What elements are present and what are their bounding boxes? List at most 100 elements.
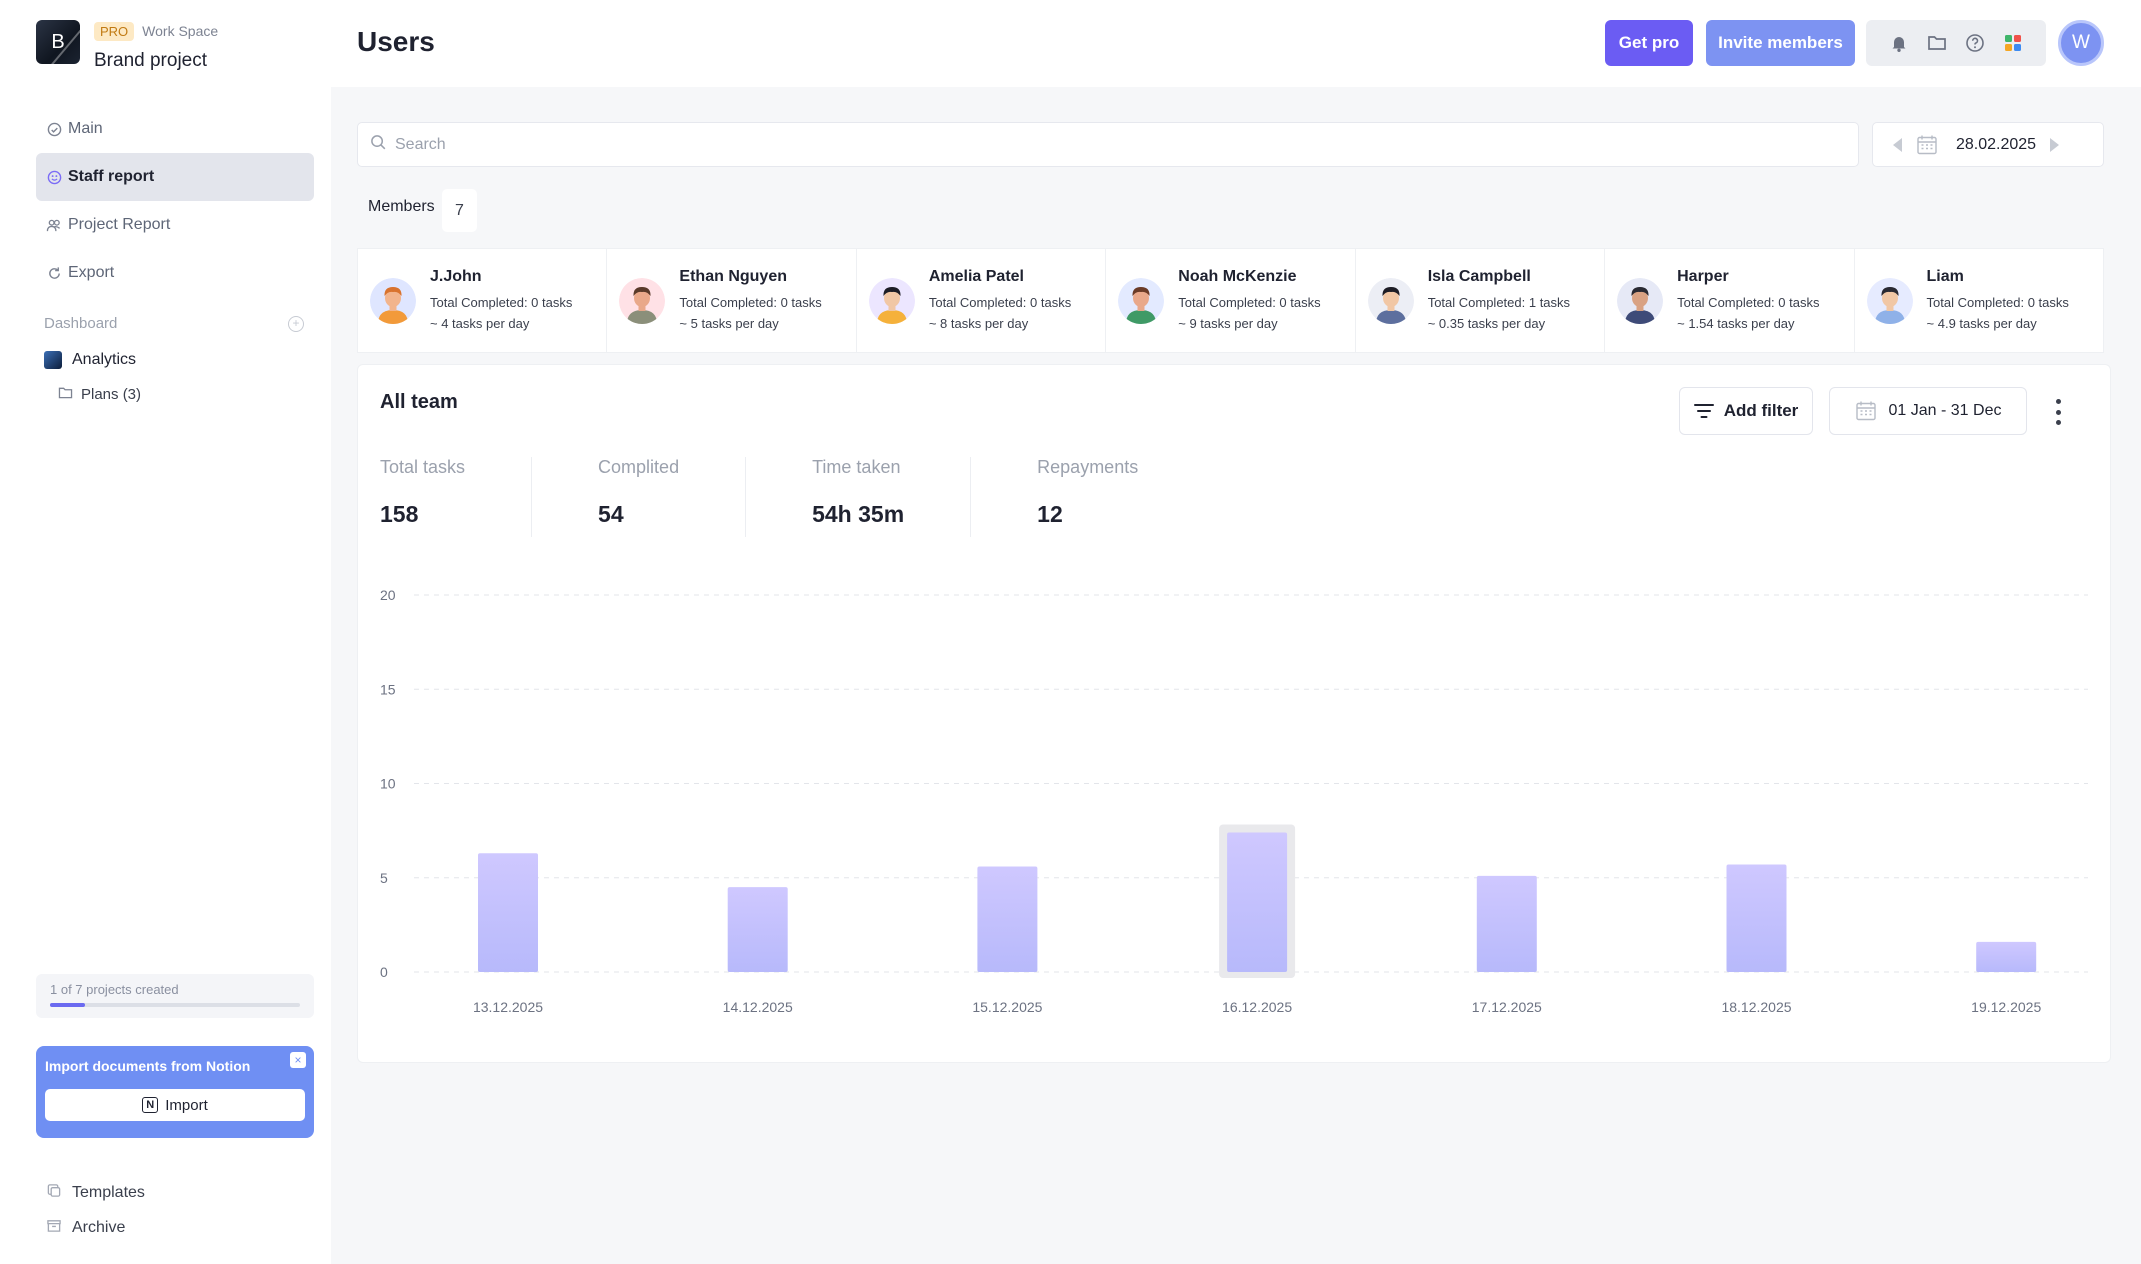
sidebar-item-project-report[interactable]: Project Report (36, 201, 314, 249)
workspace-switcher[interactable]: B PRO Work Space Brand project (36, 20, 218, 72)
member-card[interactable]: Amelia Patel Total Completed: 0 tasks ~ 8 … (857, 249, 1107, 352)
help-icon[interactable] (1963, 31, 1987, 55)
check-circle-icon (46, 121, 62, 137)
member-card[interactable]: J.John Total Completed: 0 tasks ~ 4 tasks … (358, 249, 608, 352)
member-name: Isla Campbell (1427, 267, 1531, 285)
x-tick-label: 13.12.2025 (473, 999, 543, 1015)
stat-value: 158 (380, 501, 419, 527)
member-avatar (619, 277, 666, 324)
stat-label: Total tasks (380, 457, 466, 477)
more-options-icon[interactable] (2053, 399, 2063, 425)
sidebar-item-export[interactable]: Export (36, 249, 314, 297)
member-info: J.John Total Completed: 0 tasks ~ 4 tasks … (430, 268, 572, 334)
y-tick-label: 15 (380, 681, 396, 697)
get-pro-button[interactable]: Get pro (1605, 20, 1693, 66)
x-tick-label: 15.12.2025 (972, 999, 1042, 1015)
chart-bar[interactable] (1476, 875, 1537, 972)
member-avatar (1617, 277, 1664, 324)
chart-bar[interactable] (1976, 941, 2037, 972)
y-tick-label: 20 (380, 587, 396, 603)
close-icon[interactable]: × (290, 1052, 306, 1068)
member-card[interactable]: Isla Campbell Total Completed: 1 tasks ~ 0… (1356, 249, 1606, 352)
member-avatar (1367, 277, 1414, 324)
member-avatar (1118, 277, 1165, 324)
user-avatar[interactable]: W (2058, 20, 2104, 66)
member-card[interactable]: Noah McKenzie Total Completed: 0 tasks ~ 9… (1106, 249, 1356, 352)
templates-icon (46, 1183, 62, 1203)
member-card[interactable]: Liam Total Completed: 0 tasks ~ 4.9 tasks … (1855, 249, 2103, 352)
member-completed: Total Completed: 0 tasks (1677, 294, 1820, 310)
all-team-card: All team Add filter 01 Jan - 31 Dec Tota… (357, 364, 2111, 1063)
sidebar: B PRO Work Space Brand project Main Staf… (0, 0, 331, 1264)
member-info: Noah McKenzie Total Completed: 0 tasks ~ 9… (1178, 268, 1320, 334)
member-rate: ~ 0.35 tasks per day (1427, 315, 1546, 331)
stat-label: Time taken (812, 457, 901, 477)
member-name: Liam (1926, 267, 1964, 285)
add-filter-label: Add filter (1723, 401, 1799, 420)
sidebar-item-plans[interactable]: Plans (3) (58, 386, 141, 403)
team-stats: Total tasks 158 Complited 54 Time taken … (380, 457, 1270, 537)
project-name: Brand project (94, 50, 208, 71)
apps-grid-icon[interactable] (2001, 31, 2025, 55)
sidebar-item-templates[interactable]: Templates (46, 1175, 145, 1210)
workspace-logo: B (36, 20, 80, 64)
member-rate: ~ 8 tasks per day (928, 315, 1029, 331)
people-icon (46, 217, 62, 233)
stat-value: 54 (598, 501, 624, 527)
members-count-badge: 7 (442, 189, 477, 232)
team-card-title: All team (380, 391, 458, 413)
member-avatar (868, 277, 915, 324)
tasks-bar-chart: 0 5 10 15 20 13.12.2025 14.12.2025 15.12.2025 16… (380, 587, 2088, 1015)
search-input[interactable]: Search (357, 122, 1859, 167)
sidebar-item-analytics[interactable]: Analytics (44, 351, 136, 369)
member-avatar (370, 277, 416, 324)
member-name: Noah McKenzie (1178, 267, 1297, 285)
add-filter-button[interactable]: Add filter (1679, 387, 1813, 435)
sidebar-nav: Main Staff report Project Report Export (36, 105, 314, 297)
member-card[interactable]: Ethan Nguyen Total Completed: 0 tasks ~ 5 … (607, 249, 857, 352)
sidebar-bottom-links: Templates Archive (46, 1175, 145, 1245)
stat-total-tasks: Total tasks 158 (380, 457, 533, 537)
member-completed: Total Completed: 0 tasks (928, 294, 1072, 310)
sidebar-item-main[interactable]: Main (36, 105, 314, 153)
stat-repayments: Repayments 12 (1037, 457, 1204, 537)
add-dashboard-icon[interactable]: + (288, 315, 304, 332)
member-completed: Total Completed: 0 tasks (679, 294, 822, 310)
dashboard-label: Dashboard (44, 315, 118, 332)
invite-members-button[interactable]: Invite members (1706, 20, 1855, 66)
filter-icon (1693, 403, 1714, 419)
member-completed: Total Completed: 0 tasks (1178, 294, 1321, 310)
sidebar-item-archive[interactable]: Archive (46, 1210, 145, 1245)
chart-bar[interactable] (727, 887, 788, 972)
chart-bar[interactable] (977, 866, 1038, 972)
next-date-icon[interactable] (2050, 137, 2060, 152)
folder-icon[interactable] (1925, 31, 1949, 55)
sidebar-item-staff-report[interactable]: Staff report (36, 153, 314, 201)
member-name: Amelia Patel (928, 267, 1024, 285)
quota-progress-track (50, 1003, 300, 1007)
folder-icon (58, 386, 73, 403)
header-icon-group (1866, 20, 2046, 66)
sidebar-item-label: Export (68, 264, 115, 281)
chart-bar[interactable] (478, 853, 538, 972)
import-button[interactable]: N Import (45, 1089, 305, 1121)
previous-date-icon[interactable] (1893, 137, 1902, 152)
date-range-button[interactable]: 01 Jan - 31 Dec (1829, 387, 2027, 435)
member-card[interactable]: Harper Total Completed: 0 tasks ~ 1.54 tas… (1605, 249, 1855, 352)
sidebar-item-label: Main (68, 120, 103, 137)
dashboard-section-header: Dashboard + (44, 315, 304, 332)
member-info: Harper Total Completed: 0 tasks ~ 1.54 tas… (1677, 268, 1819, 334)
date-range-label: 01 Jan - 31 Dec (1888, 402, 2002, 419)
current-date: 28.02.2025 (1956, 135, 2037, 153)
analytics-label: Analytics (72, 351, 137, 368)
stat-value: 12 (1037, 501, 1063, 527)
refresh-icon (46, 265, 62, 281)
calendar-icon[interactable] (1916, 134, 1938, 156)
chart-bar[interactable] (1726, 864, 1787, 972)
search-icon (370, 134, 387, 156)
stat-completed: Complited 54 (598, 457, 747, 537)
archive-icon (46, 1218, 62, 1238)
bell-icon[interactable] (1887, 31, 1911, 55)
x-tick-label: 18.12.2025 (1721, 999, 1791, 1015)
chart-bar[interactable] (1227, 832, 1288, 972)
